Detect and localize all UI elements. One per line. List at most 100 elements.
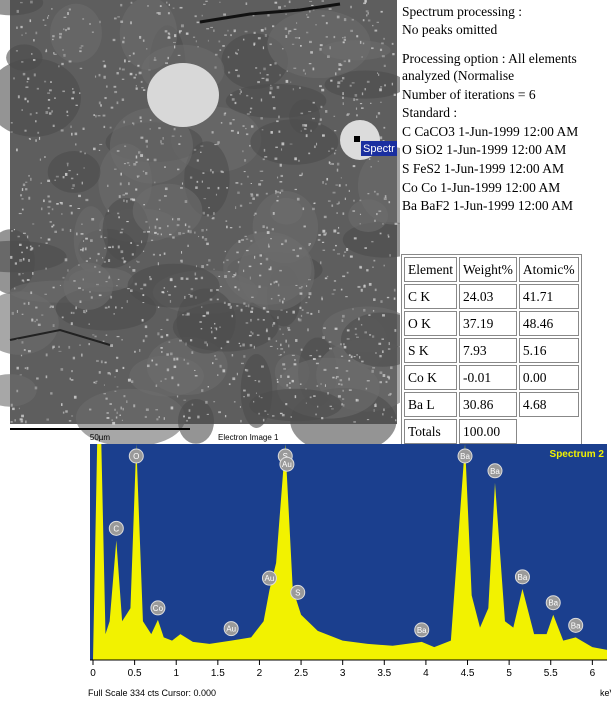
speck [258,380,261,383]
speck [343,18,347,22]
speck [257,81,260,84]
speck [200,145,204,147]
speck [20,194,23,197]
speck [310,129,312,132]
speck [335,244,337,247]
speck [116,335,120,338]
speck [342,398,345,400]
speck [281,413,285,417]
speck [93,114,95,117]
grain-shade [0,0,44,16]
speck [163,287,166,289]
speck [60,129,64,132]
speck [380,86,383,88]
speck [31,53,33,55]
speck [235,272,237,276]
speck [383,264,385,267]
speck [373,298,376,301]
speck [76,173,79,176]
speck [245,133,249,136]
speck [184,223,187,227]
speck [280,148,283,151]
speck [312,101,315,104]
speck [280,348,284,350]
speck [301,309,304,311]
speck [223,13,226,16]
speck [226,340,230,344]
speck [247,175,249,178]
speck [301,172,303,176]
speck [249,107,253,110]
speck [119,414,121,417]
data-row: Ba L 30.86 4.68 [404,392,579,417]
speck [10,255,13,259]
speck [250,193,254,195]
speck [147,230,151,233]
info-line: O SiO2 1-Jun-1999 12:00 AM [402,142,567,157]
speck [143,231,146,233]
speck [205,0,208,2]
speck [183,399,187,401]
speck [181,314,185,316]
speck [62,176,65,179]
speck [239,88,241,91]
speck [261,170,264,172]
speck [40,207,43,211]
speck [253,345,255,349]
speck [325,110,328,113]
speck [52,35,55,38]
speck [22,257,25,261]
speck [300,44,302,47]
speck [369,333,372,336]
speck [104,361,107,364]
speck [206,311,210,315]
speck [179,6,183,9]
speck [238,342,241,345]
speck [207,39,209,42]
grain-shade [0,58,81,137]
speck [206,28,210,30]
speck [384,84,386,87]
speck [50,305,52,308]
speck [180,24,184,28]
speck [89,23,91,25]
speck [88,323,90,325]
speck [248,334,252,337]
speck [35,31,38,35]
speck [126,300,128,303]
speck [207,187,210,190]
speck [132,199,136,202]
speck [355,98,359,101]
speck [361,360,364,363]
speck [75,143,77,146]
speck [274,157,278,160]
speck [376,115,378,119]
speck [72,356,76,360]
speck [340,343,342,346]
speck [121,68,125,71]
speck [98,294,102,297]
speck [337,81,341,85]
speck [127,378,131,382]
speck [191,351,194,354]
speck [253,31,256,34]
speck [30,0,33,4]
speck [90,239,93,242]
speck [276,378,279,381]
speck [91,217,95,221]
speck [127,288,130,290]
speck [321,88,325,92]
speck [278,6,282,9]
speck [215,358,218,360]
speck [269,64,272,66]
speck [203,3,206,5]
speck [381,55,385,58]
speck [142,294,145,297]
grain-shade [47,151,101,193]
speck [328,341,332,343]
speck [235,182,239,184]
speck [222,45,225,47]
peak-badge [414,622,430,638]
speck [77,207,81,209]
speck [237,261,240,264]
